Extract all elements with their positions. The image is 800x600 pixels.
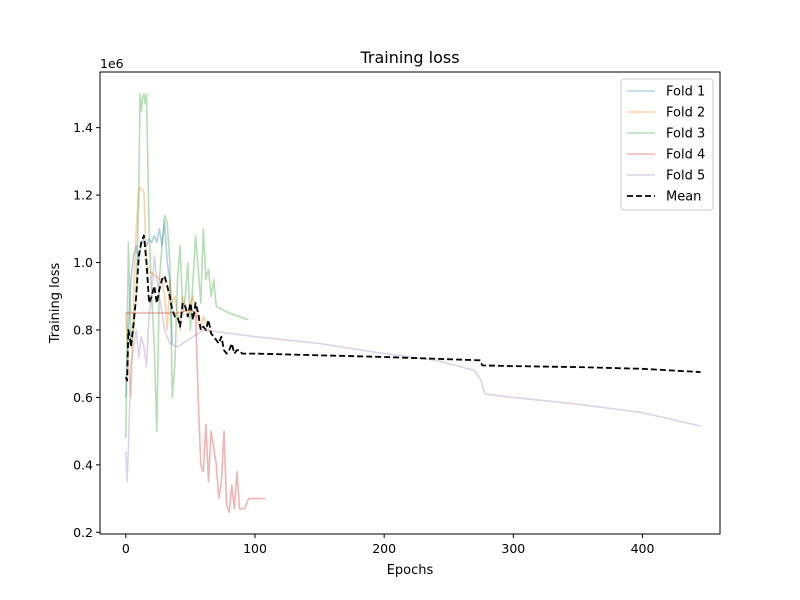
y-tick-label: 0.8 [73,322,93,337]
y-tick-label: 0.6 [73,390,93,405]
series-line-fold-2 [125,187,212,399]
series-line-fold-3 [125,93,249,438]
legend-items: Fold 1 Fold 2 Fold 3 Fold 4 Fold 5 Mean [627,85,705,205]
series-line-fold-5 [125,255,701,483]
y-tick-label: 1.2 [73,188,93,203]
axes-frame [99,71,721,535]
series-layer [124,93,701,513]
x-ticks: 0 100 200 300 400 [122,534,655,556]
legend-label-fold-3: Fold 3 [666,127,705,142]
x-axis-label: Epochs [387,563,434,578]
legend-box [620,78,714,211]
x-tick-label: 200 [372,541,396,556]
y-tick-label: 0.2 [73,525,93,540]
series-line-mean [124,234,701,382]
legend: Fold 1 Fold 2 Fold 3 Fold 4 Fold 5 Mean [620,78,714,211]
chart-title: Training loss [359,48,459,67]
legend-label-mean: Mean [666,190,701,205]
y-tick-label: 0.4 [73,457,93,472]
y-tick-label: 1.4 [73,120,93,135]
y-axis-label: Training loss [48,263,63,345]
series-line-fold-4 [125,308,266,513]
x-tick-label: 400 [631,541,655,556]
legend-label-fold-4: Fold 4 [666,148,705,163]
x-tick-label: 300 [501,541,525,556]
series-line-fold-1 [125,221,174,398]
legend-label-fold-1: Fold 1 [666,85,705,100]
y-ticks: 0.2 0.4 0.6 0.8 1.0 1.2 1.4 [73,120,100,540]
x-tick-label: 100 [243,541,267,556]
y-offset-text: 1e6 [100,56,124,71]
y-tick-label: 1.0 [73,255,93,270]
legend-label-fold-5: Fold 5 [666,169,705,184]
plot-area [100,72,720,534]
x-tick-label: 0 [122,541,130,556]
legend-label-fold-2: Fold 2 [666,106,705,121]
